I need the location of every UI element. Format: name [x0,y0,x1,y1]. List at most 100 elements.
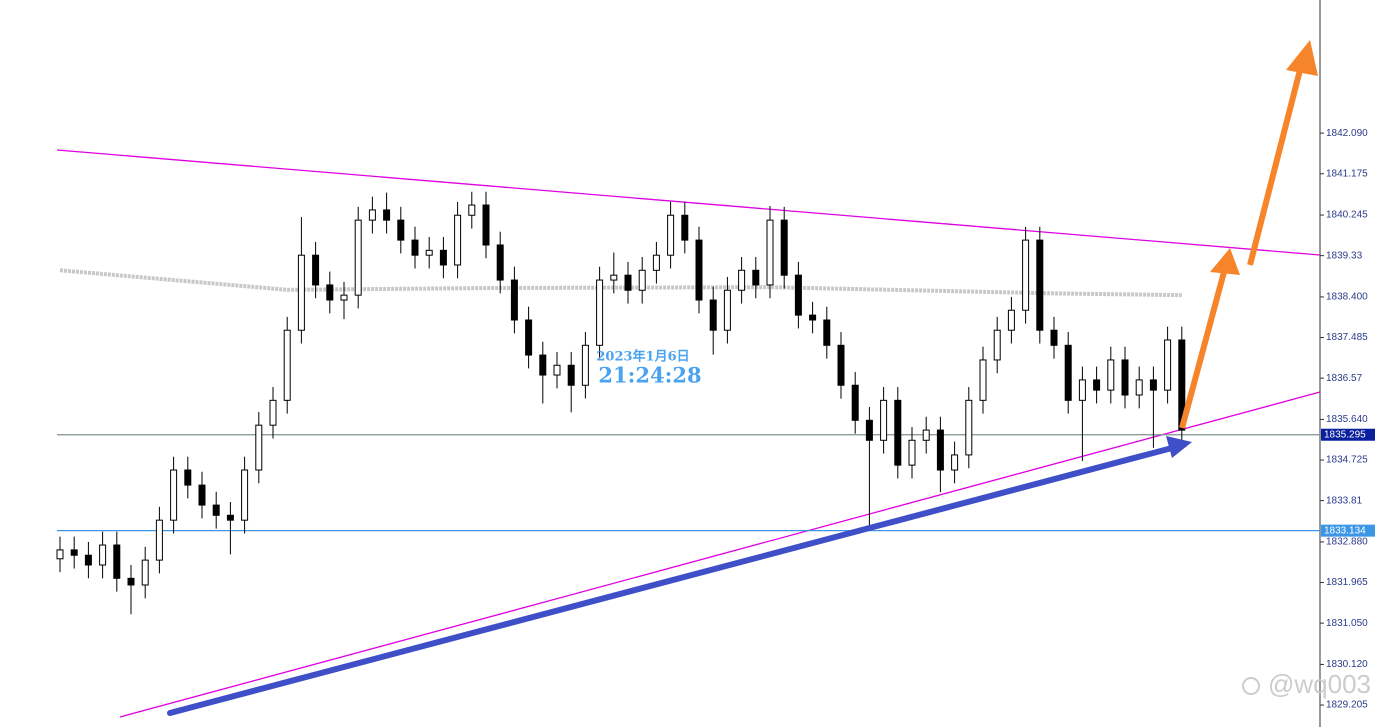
candle-body [496,244,504,281]
lower-trendline [119,391,1321,718]
candle-body [539,354,547,376]
y-tick-label: 1834.725 [1326,455,1368,466]
candle-body [454,214,462,266]
candle-body [695,239,703,301]
candle-body [823,319,831,346]
candle-body [198,484,206,506]
y-tick-label: 1842.090 [1326,128,1368,139]
candle-body [780,219,788,276]
candle-body [965,399,973,456]
price-label: 1833.134 [1324,525,1366,536]
candle-body [624,274,632,291]
upper-trendline [56,149,1321,256]
candle-body [127,577,135,586]
candle-body [1050,329,1058,346]
candle-body [709,299,717,331]
candle-body [908,439,916,466]
candle-body [255,424,263,471]
y-tick-label: 1841.175 [1326,168,1368,179]
timestamp-time: 21:24:28 [598,363,701,388]
timestamp-date: 2023年1月6日 [596,349,689,365]
blue-arrow [167,445,1175,716]
candle-body [439,249,447,266]
price-label: 1835.295 [1324,429,1366,440]
candle-body [809,314,817,321]
y-tick-label: 1833.81 [1326,495,1363,506]
y-tick-label: 1836.57 [1326,373,1363,384]
candle-body [1178,339,1186,431]
candle-body [326,284,334,301]
watermark: @wq003 [1268,669,1371,699]
candle-body [1022,239,1030,311]
candle-body [837,344,845,386]
candle-body [510,279,518,321]
candle-body [368,209,376,221]
candle-body [411,239,419,256]
candle-body [525,319,533,356]
orange-arrowhead [1210,248,1240,275]
candle-body [1036,239,1044,331]
candle-body [397,219,405,241]
y-tick-label: 1829.205 [1326,700,1368,711]
candle-body [383,209,391,221]
candle-body [70,549,78,556]
candle-body [141,559,149,586]
price-label-box [1321,428,1375,441]
candle-body [1093,379,1101,391]
candle-body [1149,379,1157,391]
orange-arrowhead [1286,40,1318,76]
candle-body [738,269,746,291]
candle-body [1078,379,1086,401]
candle-body [951,454,959,471]
candle-body [652,254,660,271]
candle-body [1135,379,1143,396]
candle-body [1064,344,1072,401]
y-tick-label: 1830.120 [1326,659,1368,670]
candle-body [283,329,291,401]
candle-body [113,544,121,579]
candle-body [354,219,362,296]
candle-body [1121,359,1129,396]
y-tick-label: 1839.33 [1326,250,1363,261]
candle-body [340,294,348,301]
candle-body [865,419,873,441]
candle-body [880,399,888,441]
candle-body [56,549,64,560]
y-tick-label: 1837.485 [1326,332,1368,343]
orange-arrow [1247,69,1303,266]
candle-body [468,204,476,216]
candle-body [979,359,987,401]
moving-average [59,268,1182,298]
candle-body [155,519,163,561]
candle-body [241,469,249,521]
price-label-box [1321,524,1375,537]
candle-body [99,544,107,566]
candle-body [1007,309,1015,331]
candle-body [681,214,689,241]
candle-body [482,204,490,246]
candle-body [581,344,589,386]
candle-body [851,384,859,421]
candle-body [212,504,220,516]
candle-body [993,329,1001,361]
candle-body [922,429,930,441]
candle-body [936,429,944,471]
y-tick-label: 1840.245 [1326,210,1368,221]
y-tick-label: 1831.050 [1326,618,1368,629]
blue-arrowhead [1166,436,1192,458]
candle-body [226,514,234,521]
candle-body [794,274,802,316]
watermark-icon [1242,677,1260,695]
candle-body [752,269,760,286]
y-tick-label: 1832.880 [1326,537,1368,548]
candle-body [567,364,575,386]
candle-body [667,214,675,256]
candle-body [170,469,178,521]
candle-body [1164,339,1172,391]
candle-body [638,269,646,291]
candle-body [723,289,731,331]
candle-body [596,279,604,346]
orange-arrow [1179,271,1227,429]
candle-body [425,249,433,256]
